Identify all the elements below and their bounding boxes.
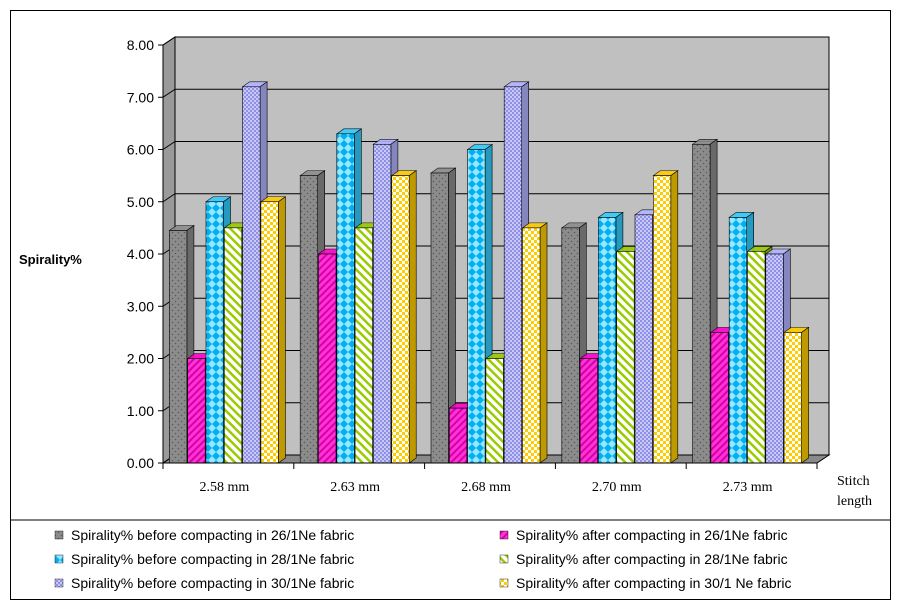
bar-front xyxy=(692,143,711,464)
legend-swatch xyxy=(499,554,509,564)
bar-side-shade xyxy=(409,170,417,463)
x-axis-label-line-2: length xyxy=(837,494,872,509)
legend-label: Spirality% before compacting in 28/1Ne f… xyxy=(71,551,354,567)
bar-front xyxy=(765,253,784,464)
legend-swatch xyxy=(499,578,509,588)
x-axis-label-line-1: Stitch xyxy=(837,474,870,489)
y-tick-label: 1.00 xyxy=(127,403,154,419)
y-tick-label: 3.00 xyxy=(127,298,154,314)
bar-front xyxy=(373,143,392,464)
bar-front xyxy=(205,201,224,464)
y-tick-label: 7.00 xyxy=(127,89,154,105)
bar-front xyxy=(652,175,672,464)
legend-item: Spirality% before compacting in 28/1Ne f… xyxy=(54,551,354,567)
y-tick-label: 0.00 xyxy=(127,455,154,471)
bar-front xyxy=(299,175,319,464)
bar-front xyxy=(260,201,279,464)
gridline xyxy=(162,141,176,150)
bars xyxy=(168,81,810,464)
bar-front xyxy=(616,251,635,464)
bar-side-shade xyxy=(278,196,286,463)
legend-item: Spirality% before compacting in 30/1Ne f… xyxy=(54,575,354,591)
bar-front xyxy=(579,358,598,464)
legend-label: Spirality% after compacting in 30/1 Ne f… xyxy=(516,575,791,591)
legend-swatch xyxy=(54,554,64,564)
bar-front xyxy=(503,86,523,464)
legend-item: Spirality% after compacting in 30/1 Ne f… xyxy=(499,575,791,591)
legend-swatch xyxy=(499,530,509,540)
legend-swatch xyxy=(54,578,64,588)
x-axis-ticks: 2.58 mm 2.63 mm 2.68 mm 2.70 mm 2.73 mm xyxy=(162,462,818,495)
bar-front xyxy=(391,175,410,464)
bar-front xyxy=(522,227,541,464)
gridline xyxy=(162,36,176,46)
bar-front xyxy=(242,86,261,464)
bar-front xyxy=(747,251,766,464)
y-tick-label: 4.00 xyxy=(127,246,154,262)
gridline xyxy=(162,88,176,98)
legend: Spirality% before compacting in 26/1Ne f… xyxy=(54,527,791,591)
bar-front xyxy=(561,227,580,464)
legend-item: Spirality% after compacting in 28/1Ne fa… xyxy=(499,551,788,567)
bar-front xyxy=(336,133,355,464)
x-tick-label: 2.63 mm xyxy=(330,480,380,495)
bar-side-shade xyxy=(540,222,547,463)
x-tick-label: 2.70 mm xyxy=(592,480,642,495)
chart-frame xyxy=(10,10,891,600)
x-tick-label: 2.73 mm xyxy=(723,480,773,495)
y-tick-label: 6.00 xyxy=(127,142,154,158)
bar-front xyxy=(224,227,243,464)
bar-front xyxy=(598,217,617,464)
y-tick-label: 8.00 xyxy=(127,37,154,53)
gridline xyxy=(162,193,176,203)
bar-front xyxy=(354,227,373,464)
x-tick-label: 2.58 mm xyxy=(200,480,250,495)
bar-front xyxy=(187,358,206,464)
bar-front xyxy=(318,253,337,464)
bar-front xyxy=(783,332,802,464)
bar-side-shade xyxy=(448,168,456,463)
legend-label: Spirality% before compacting in 30/1Ne f… xyxy=(71,575,354,591)
bar-front xyxy=(710,332,729,464)
bar-front xyxy=(169,230,188,464)
legend-label: Spirality% before compacting in 26/1Ne f… xyxy=(71,527,354,543)
legend-label: Spirality% after compacting in 26/1Ne fa… xyxy=(516,527,788,543)
bar-front xyxy=(448,407,468,464)
y-tick-label: 5.00 xyxy=(127,194,154,210)
bar xyxy=(652,170,679,464)
bar-front xyxy=(485,358,504,464)
bar-front xyxy=(430,172,449,464)
y-axis-label: Spirality% xyxy=(19,252,82,267)
y-axis-ticks: 0.00 1.00 2.00 3.00 4.00 5.00 6.00 7.00 8.00 xyxy=(127,37,164,471)
legend-label: Spirality% after compacting in 28/1Ne fa… xyxy=(516,551,788,567)
bar-side-shade xyxy=(801,327,809,463)
legend-item: Spirality% before compacting in 26/1Ne f… xyxy=(54,527,354,543)
bar-front xyxy=(728,217,748,464)
bar xyxy=(521,222,548,464)
bar-side-shade xyxy=(670,170,678,463)
x-axis-label: Stitch length xyxy=(837,474,873,509)
bar xyxy=(430,167,457,464)
bar xyxy=(783,326,810,464)
bar-front xyxy=(467,149,486,464)
bar xyxy=(259,196,287,464)
bar xyxy=(390,170,418,464)
y-tick-label: 2.00 xyxy=(127,351,154,367)
legend-swatch xyxy=(54,530,64,540)
legend-item: Spirality% after compacting in 26/1Ne fa… xyxy=(499,527,788,543)
x-tick-label: 2.68 mm xyxy=(461,480,511,495)
bar-front xyxy=(634,214,653,464)
